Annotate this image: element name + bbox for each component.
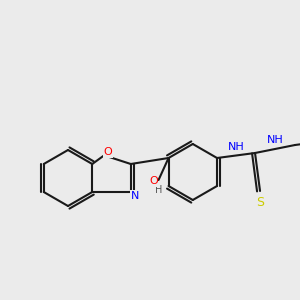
Text: NH: NH	[228, 142, 244, 152]
Text: NH: NH	[267, 135, 284, 145]
Text: S: S	[256, 196, 264, 208]
Text: N: N	[130, 191, 139, 201]
Text: O: O	[104, 147, 112, 157]
Text: O: O	[149, 176, 158, 186]
Text: H: H	[155, 185, 162, 195]
